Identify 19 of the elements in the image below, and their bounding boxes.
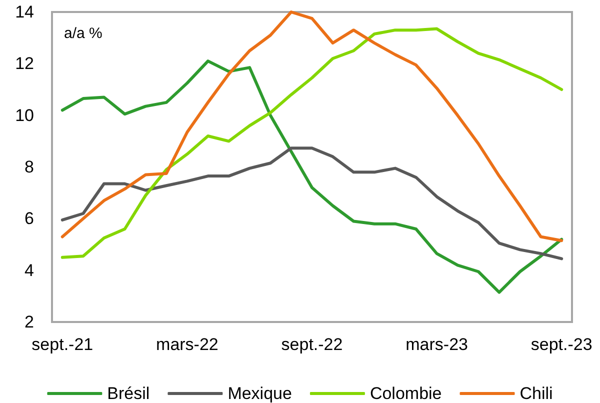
legend-label: Brésil xyxy=(107,384,150,403)
x-tick-label: sept.-21 xyxy=(32,335,94,354)
y-tick-label: 2 xyxy=(24,312,34,332)
y-tick-label: 14 xyxy=(15,2,34,22)
y-tick-label: 8 xyxy=(24,158,34,176)
y-tick-label: 4 xyxy=(24,260,34,280)
y-axis-title: a/a % xyxy=(64,25,102,42)
y-tick-label: 12 xyxy=(15,54,34,74)
y-tick-label: 10 xyxy=(15,106,34,125)
x-tick-label: mars-22 xyxy=(156,335,218,354)
x-tick-label: sept.-23 xyxy=(530,335,592,354)
y-tick-label: 6 xyxy=(24,209,34,228)
line-series xyxy=(60,60,564,294)
x-tick-label: mars-23 xyxy=(406,335,468,354)
line-series xyxy=(60,146,564,260)
legend-label: Chili xyxy=(520,384,553,403)
legend-label: Colombie xyxy=(370,384,442,403)
x-tick-label: sept.-22 xyxy=(281,335,343,354)
legend-label: Mexique xyxy=(228,384,292,403)
